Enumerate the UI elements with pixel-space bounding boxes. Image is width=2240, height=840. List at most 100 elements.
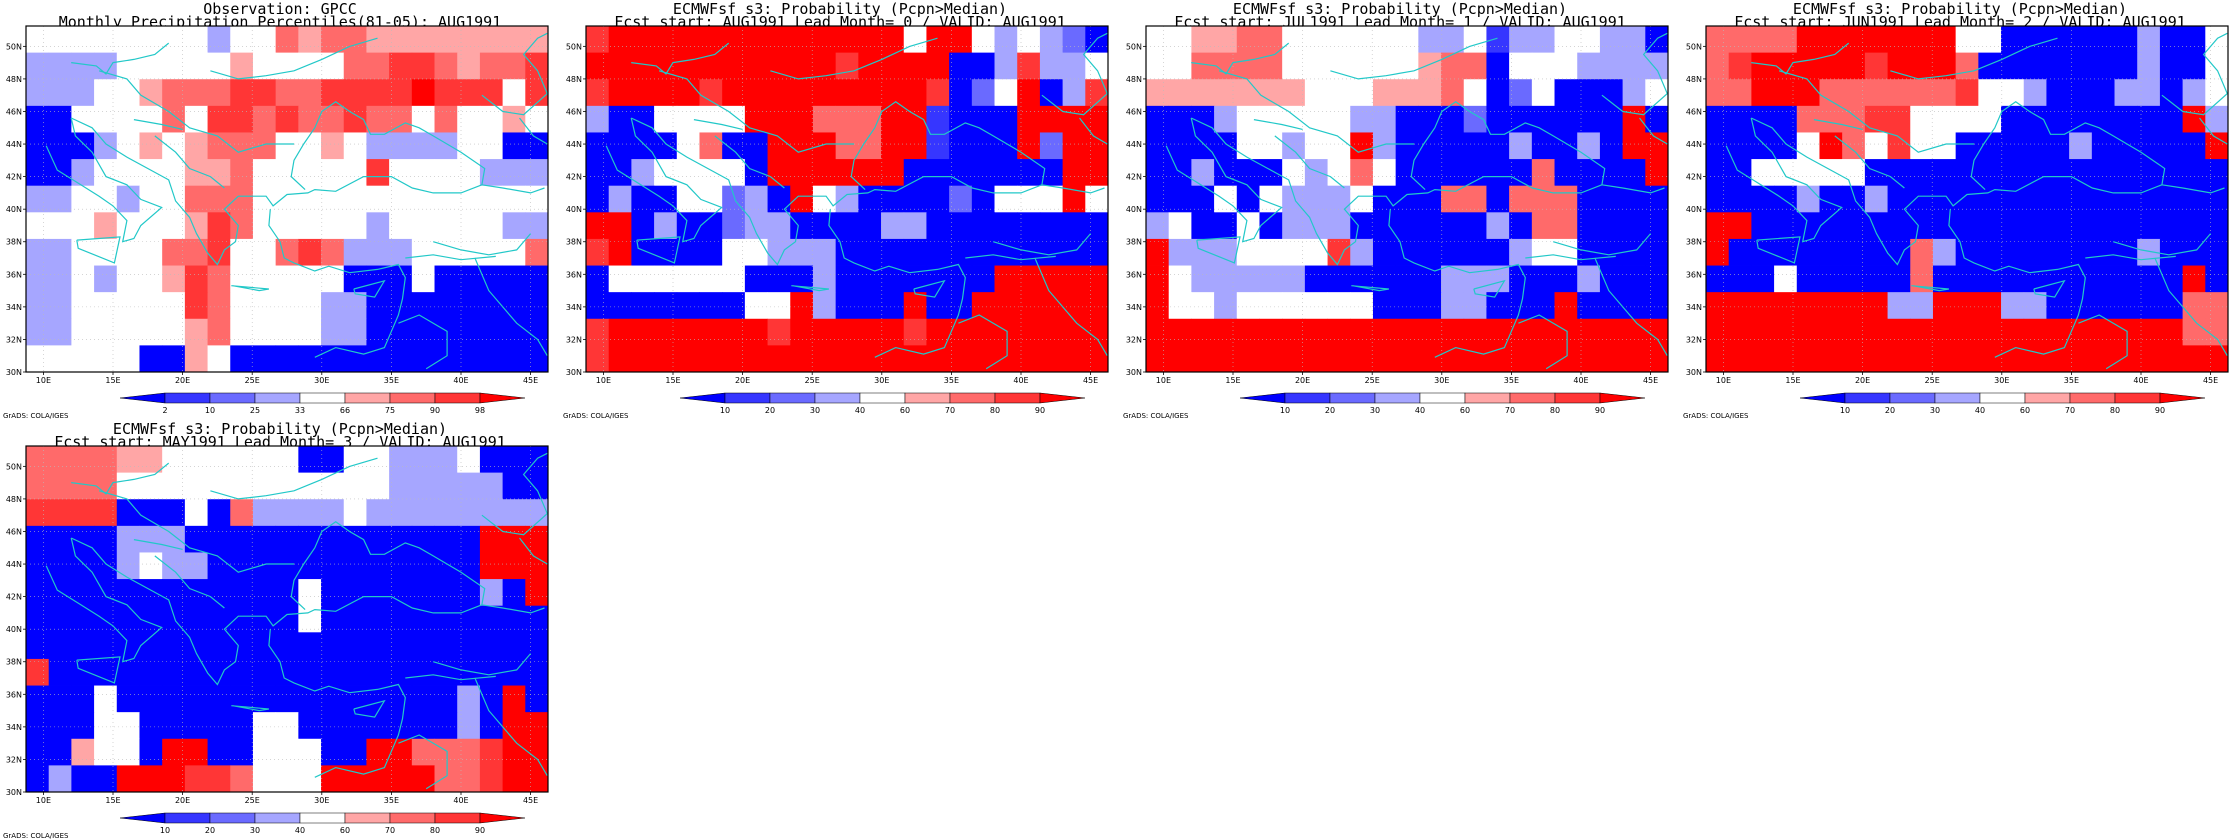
heatmap-cell bbox=[971, 159, 995, 187]
heatmap-cell bbox=[1932, 79, 1957, 107]
heatmap-cell bbox=[366, 105, 390, 133]
heatmap-cell bbox=[26, 345, 50, 373]
heatmap-cell bbox=[2091, 105, 2115, 133]
heatmap-cell bbox=[2182, 52, 2206, 80]
heatmap-cell bbox=[389, 105, 413, 133]
x-tick-label: 40E bbox=[453, 796, 468, 805]
grads-credit: GrADS: COLA/IGES bbox=[1123, 412, 1189, 420]
heatmap-cell bbox=[926, 318, 950, 346]
heatmap-cell bbox=[479, 238, 504, 266]
y-tick-label: 34N bbox=[566, 303, 582, 312]
heatmap-cell bbox=[2046, 52, 2070, 80]
y-tick-label: 48N bbox=[6, 495, 22, 504]
plot-frame bbox=[25, 25, 549, 373]
heatmap-cell bbox=[252, 738, 277, 766]
heatmap-cell bbox=[1864, 238, 1888, 266]
heatmap-cell bbox=[2046, 79, 2070, 107]
heatmap-cell bbox=[162, 579, 186, 607]
heatmap-cell bbox=[389, 499, 413, 527]
coastline bbox=[1190, 100, 1606, 266]
heatmap-cell bbox=[812, 318, 837, 346]
heatmap-cell bbox=[1955, 238, 1979, 266]
heatmap-cell bbox=[525, 712, 549, 740]
colorbar-label: 10 bbox=[1280, 406, 1290, 415]
heatmap-cell bbox=[321, 212, 345, 240]
heatmap-cell bbox=[1350, 105, 1374, 133]
heatmap-cell bbox=[275, 159, 299, 187]
heatmap-cell bbox=[525, 79, 549, 107]
heatmap-cell bbox=[1236, 292, 1260, 320]
heatmap-cell bbox=[858, 52, 882, 80]
heatmap-cell bbox=[1577, 318, 1601, 346]
heatmap-cell bbox=[1062, 105, 1086, 133]
heatmap-cell bbox=[654, 345, 678, 373]
heatmap-cell bbox=[139, 238, 163, 266]
heatmap-cell bbox=[1531, 79, 1555, 107]
heatmap-cell bbox=[949, 105, 973, 133]
heatmap-cell bbox=[389, 212, 413, 240]
heatmap-cell bbox=[94, 105, 118, 133]
heatmap-cell bbox=[1214, 238, 1238, 266]
heatmap-cell bbox=[502, 159, 526, 187]
coastline bbox=[474, 677, 548, 777]
coastline bbox=[398, 734, 448, 790]
heatmap-cell bbox=[1236, 212, 1260, 240]
heatmap-cell bbox=[2137, 159, 2161, 187]
heatmap-cell bbox=[1282, 212, 1306, 240]
coastline bbox=[231, 705, 269, 712]
heatmap-cell bbox=[1191, 185, 1215, 213]
heatmap-cell bbox=[654, 185, 678, 213]
heatmap-cell bbox=[767, 132, 791, 160]
heatmap-cell bbox=[1418, 132, 1442, 160]
heatmap-cell bbox=[676, 79, 700, 107]
heatmap-cell bbox=[26, 472, 50, 500]
chart-title-line1: Observation: GPCC bbox=[203, 0, 357, 18]
heatmap-cell bbox=[1350, 212, 1374, 240]
colorbar-segment bbox=[254, 392, 301, 404]
heatmap-cell bbox=[2023, 105, 2047, 133]
heatmap-cell bbox=[2069, 185, 2093, 213]
heatmap-cell bbox=[26, 605, 50, 633]
heatmap-cell bbox=[971, 212, 995, 240]
heatmap-cell bbox=[1622, 185, 1646, 213]
heatmap-cell bbox=[1509, 238, 1533, 266]
panel-lead-month-1: ECMWFsf s3: Probability (Pcpn>Median) Fcs… bbox=[1120, 0, 1680, 420]
heatmap-cell bbox=[275, 685, 299, 713]
heatmap-cell bbox=[1062, 159, 1086, 187]
heatmap-cell bbox=[949, 52, 973, 80]
y-tick-label: 38N bbox=[566, 238, 582, 247]
heatmap-cell bbox=[2114, 318, 2138, 346]
heatmap-cell bbox=[94, 499, 118, 527]
heatmap-cell bbox=[502, 26, 526, 54]
heatmap-cell bbox=[2205, 292, 2229, 320]
heatmap-cell bbox=[1509, 318, 1533, 346]
colorbar-segment bbox=[679, 392, 726, 404]
heatmap-cell bbox=[321, 579, 345, 607]
heatmap-cell bbox=[457, 79, 481, 107]
colorbar-label: 33 bbox=[295, 406, 305, 415]
heatmap-cell bbox=[525, 499, 549, 527]
y-tick-label: 46N bbox=[1126, 107, 1142, 116]
heatmap-cell bbox=[2205, 159, 2229, 187]
heatmap-cell bbox=[207, 292, 231, 320]
heatmap-cell bbox=[343, 446, 367, 474]
heatmap-cell bbox=[275, 345, 299, 373]
heatmap-cell bbox=[162, 132, 186, 160]
heatmap-cell bbox=[2205, 105, 2229, 133]
heatmap-cell bbox=[1932, 345, 1957, 373]
heatmap-cell bbox=[1214, 132, 1238, 160]
colorbar-label: 40 bbox=[295, 826, 305, 835]
heatmap-cell bbox=[389, 52, 413, 80]
x-tick-label: 25E bbox=[1365, 376, 1380, 385]
colorbar-segment bbox=[1599, 392, 1646, 404]
heatmap-cell bbox=[252, 265, 277, 293]
y-tick-label: 36N bbox=[6, 270, 22, 279]
heatmap-cell bbox=[1236, 159, 1260, 187]
heatmap-cell bbox=[1236, 52, 1260, 80]
heatmap-cell bbox=[949, 79, 973, 107]
y-tick-label: 32N bbox=[6, 335, 22, 344]
heatmap-cell bbox=[139, 499, 163, 527]
colorbar-segment bbox=[299, 392, 346, 404]
coastline bbox=[1756, 236, 1801, 264]
heatmap-cell bbox=[1774, 265, 1798, 293]
